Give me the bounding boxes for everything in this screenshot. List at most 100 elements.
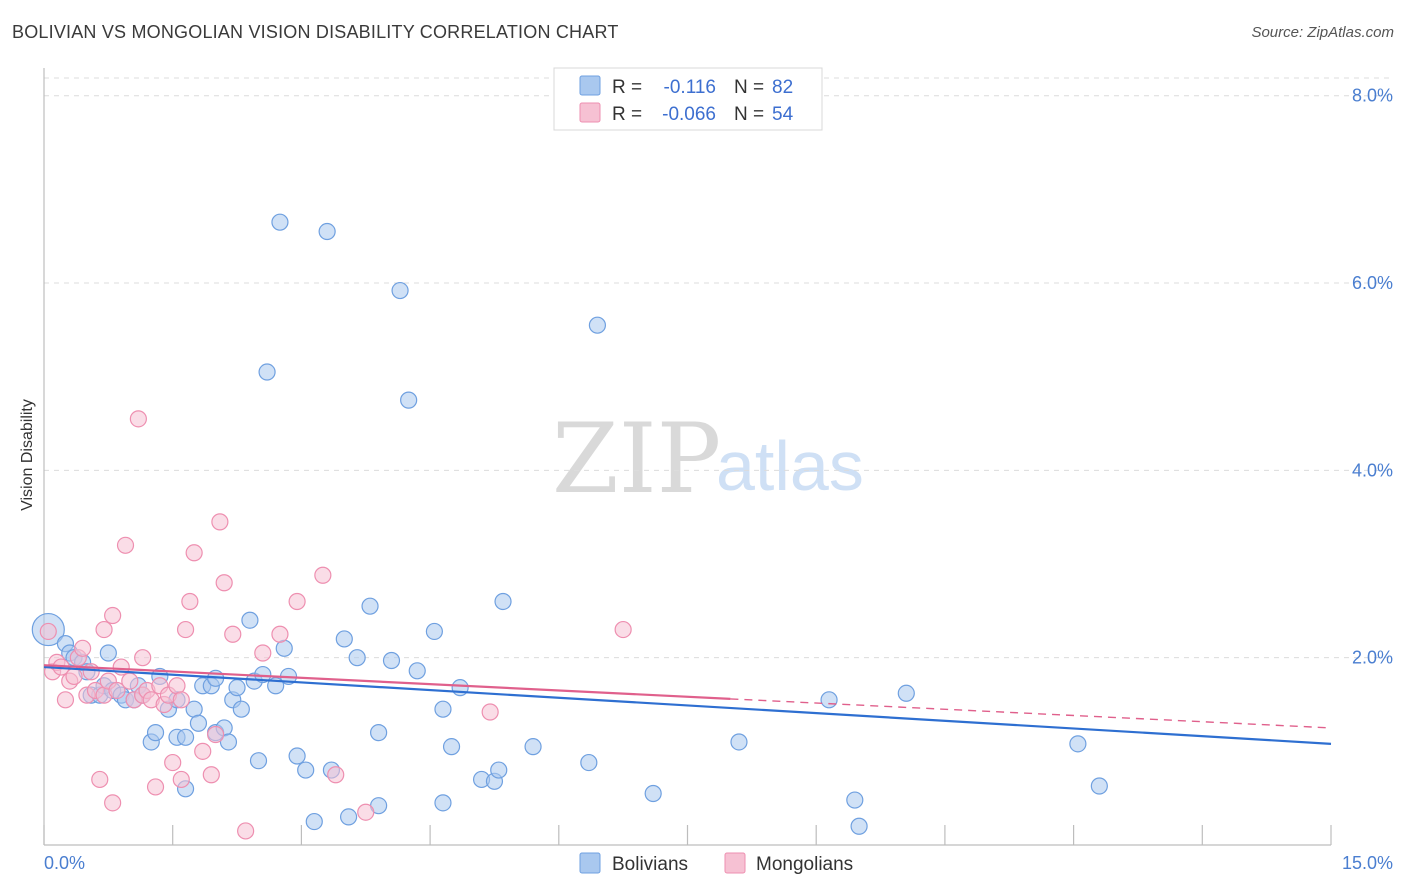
watermark-zip: ZIP <box>552 403 721 515</box>
watermark: ZIP atlas <box>552 403 864 515</box>
bolivian-point <box>146 724 165 742</box>
bolivian-point <box>730 733 748 751</box>
bolivian-point <box>442 738 461 756</box>
mongolian-point <box>74 639 92 657</box>
legend-n-label-1: N = <box>734 77 764 98</box>
legend-n-value-2: 54 <box>772 104 794 125</box>
source-label: Source: ZipAtlas.com <box>1251 24 1394 41</box>
x-tick-labels: 0.0% 15.0% <box>44 853 1393 873</box>
bolivian-point <box>644 784 662 803</box>
mongolian-point <box>181 592 199 611</box>
mongolian-point <box>314 566 332 584</box>
bolivian-point <box>846 791 864 809</box>
bolivian-point <box>1090 777 1108 795</box>
bolivian-point <box>400 391 418 409</box>
bolivian-point <box>494 592 512 611</box>
mongolian-point <box>211 513 229 531</box>
trend-lines <box>43 664 1332 745</box>
mongolian-point <box>104 606 122 625</box>
x-tick-label-min: 0.0% <box>44 853 85 873</box>
mongolian-point <box>215 574 233 592</box>
bolivian-point <box>434 794 452 812</box>
mongolian-point <box>65 667 83 686</box>
legend-swatch-bolivians <box>579 75 601 96</box>
series-label-bolivians: Bolivians <box>612 854 688 875</box>
mongolian-point <box>254 644 272 662</box>
bolivian-point <box>271 213 289 231</box>
bolivians-points <box>31 213 1108 835</box>
bolivian-point <box>305 812 323 831</box>
bolivian-point <box>434 700 452 718</box>
mongolian-point <box>164 753 182 772</box>
y-tick-label: 4.0% <box>1352 460 1393 480</box>
legend-r-label-1: R = <box>612 77 642 98</box>
legend-n-label-2: N = <box>734 104 764 125</box>
axes <box>43 68 1332 846</box>
bolivian-point <box>219 733 238 751</box>
mongolian-point <box>194 742 212 760</box>
mongolians-points <box>39 410 632 840</box>
mongolian-point <box>95 620 113 639</box>
series-legend: Bolivians Mongolians <box>579 852 853 875</box>
watermark-atlas: atlas <box>716 427 864 505</box>
mongolian-point <box>172 770 190 789</box>
bolivian-point <box>524 738 542 756</box>
bolivian-point <box>425 622 443 641</box>
mongolian-point <box>202 766 220 784</box>
mongolian-point <box>327 766 345 784</box>
bolivian-point <box>588 316 607 334</box>
bolivian-point <box>382 651 401 670</box>
mongolian-point <box>129 410 147 428</box>
bolivian-point <box>1069 735 1087 753</box>
correlation-legend: R = -0.116 N = 82 R = -0.066 N = 54 <box>553 67 823 131</box>
mongolian-point <box>288 592 306 611</box>
mongolians-trend-extension <box>730 698 1332 729</box>
mongolian-point <box>121 672 139 690</box>
y-tick-label: 8.0% <box>1352 86 1393 106</box>
mongolian-point <box>104 794 122 812</box>
bolivians-trend-line <box>43 665 1332 745</box>
bolivian-point <box>335 630 353 648</box>
bolivian-point <box>228 679 246 697</box>
legend-swatch-mongolians <box>579 102 601 123</box>
mongolian-point <box>185 544 203 562</box>
mongolian-point <box>116 536 135 554</box>
bolivian-point <box>241 611 259 629</box>
mongolian-point <box>237 822 255 840</box>
series-swatch-mongolians <box>724 852 746 874</box>
bolivian-point <box>189 714 208 732</box>
y-tick-label: 6.0% <box>1352 273 1393 293</box>
mongolian-point <box>271 625 289 643</box>
mongolian-point <box>614 620 632 639</box>
mongolian-point <box>357 803 375 821</box>
legend-n-value-1: 82 <box>772 77 793 98</box>
legend-r-value-1: -0.116 <box>664 77 716 98</box>
bolivian-point <box>339 808 358 826</box>
bolivian-point <box>258 363 276 381</box>
bolivian-point <box>850 817 868 835</box>
mongolian-point <box>91 770 109 789</box>
mongolian-point <box>224 625 242 643</box>
mongolian-point <box>481 703 499 721</box>
bolivian-point <box>249 752 268 770</box>
bolivian-point <box>408 662 426 680</box>
x-tick-label-max: 15.0% <box>1342 853 1393 873</box>
series-swatch-bolivians <box>579 852 601 874</box>
mongolian-point <box>172 691 190 709</box>
bolivian-point <box>897 684 915 702</box>
bolivian-point <box>176 728 195 746</box>
bolivian-point <box>370 724 388 742</box>
mongolian-point <box>207 725 225 744</box>
gridlines <box>44 77 1393 659</box>
mongolians-trend-line <box>43 664 731 700</box>
mongolian-point <box>56 691 75 709</box>
legend-r-label-2: R = <box>612 104 642 125</box>
bolivian-point <box>297 761 315 779</box>
bolivian-point <box>820 691 838 709</box>
bolivian-point <box>348 649 366 667</box>
bolivian-point <box>318 222 336 241</box>
bolivian-point <box>490 761 508 779</box>
bolivian-point <box>288 747 306 765</box>
bolivian-point <box>232 700 250 718</box>
